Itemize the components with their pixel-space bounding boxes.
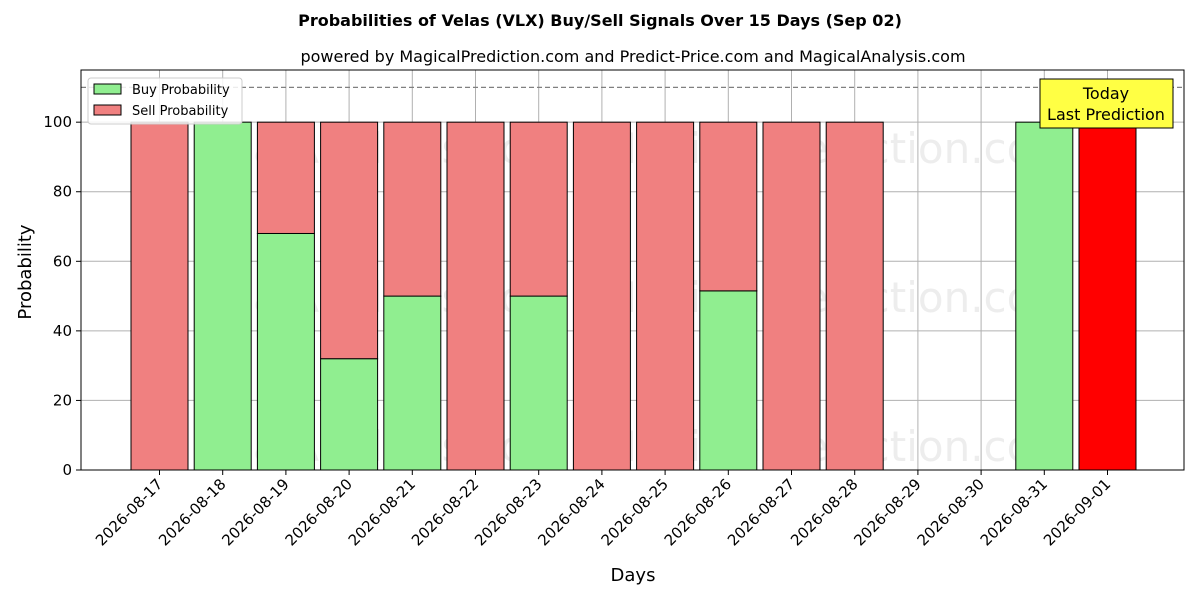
bar-sell-2026-08-19 xyxy=(256,121,315,234)
legend-sell-label: Sell Probability xyxy=(132,104,229,119)
today-annotation-line1: Today xyxy=(1082,84,1129,103)
legend-box xyxy=(87,77,243,125)
bar-sell-2026-08-27 xyxy=(762,121,821,471)
x-tick-label: 2026-08-25 xyxy=(598,475,672,549)
x-tick-label: 2026-08-22 xyxy=(408,475,482,549)
bar-sell-2026-08-24 xyxy=(572,121,631,471)
y-axis-ticks: 0 20 40 60 80 100 xyxy=(43,113,81,479)
bar-buy-2026-08-21 xyxy=(383,295,442,471)
legend: Buy Probability Sell Probability xyxy=(87,77,243,125)
x-tick-label: 2026-08-20 xyxy=(282,475,356,549)
today-annotation: Today Last Prediction xyxy=(1039,78,1174,129)
bar-sell-2026-08-22 xyxy=(446,121,505,471)
legend-buy-label: Buy Probability xyxy=(132,83,230,98)
y-tick-label: 0 xyxy=(62,461,72,479)
x-axis-label: Days xyxy=(611,565,656,586)
x-tick-label: 2026-08-21 xyxy=(345,475,419,549)
bar-buy-2026-08-26 xyxy=(699,290,758,471)
y-tick-label: 40 xyxy=(53,322,72,340)
bar-layer xyxy=(130,121,1137,471)
bar-sell-2026-08-28 xyxy=(825,121,884,471)
bar-buy-2026-08-18 xyxy=(193,121,252,471)
legend-buy-swatch xyxy=(93,83,122,95)
y-tick-label: 100 xyxy=(43,113,72,131)
x-tick-label: 2026-09-01 xyxy=(1040,475,1114,549)
bar-buy-2026-08-23 xyxy=(509,295,568,471)
y-tick-label: 60 xyxy=(53,252,72,270)
y-tick-label: 20 xyxy=(53,391,72,409)
x-tick-label: 2026-08-28 xyxy=(787,475,861,549)
y-axis-label: Probability xyxy=(15,224,36,319)
x-tick-label: 2026-08-26 xyxy=(661,475,735,549)
chart-subtitle: powered by MagicalPrediction.com and Pre… xyxy=(300,47,965,66)
chart-title: Probabilities of Velas (VLX) Buy/Sell Si… xyxy=(298,11,902,30)
bar-sell-2026-08-25 xyxy=(636,121,695,471)
bar-sell-2026-08-20 xyxy=(320,121,379,360)
bar-buy-2026-08-31 xyxy=(1015,121,1074,471)
y-tick-label: 80 xyxy=(53,183,72,201)
bar-sell-2026-08-21 xyxy=(383,121,442,297)
x-tick-label: 2026-08-29 xyxy=(850,475,924,549)
x-axis-ticks: 2026-08-172026-08-182026-08-192026-08-20… xyxy=(92,470,1114,549)
bar-buy-2026-08-20 xyxy=(320,358,379,471)
x-tick-label: 2026-08-18 xyxy=(155,475,229,549)
x-tick-label: 2026-08-24 xyxy=(534,475,608,549)
today-annotation-box xyxy=(1039,78,1174,129)
plot-frame xyxy=(80,69,1185,471)
x-tick-label: 2026-08-23 xyxy=(471,475,545,549)
today-annotation-line2: Last Prediction xyxy=(1047,105,1165,124)
bar-sell-2026-08-23 xyxy=(509,121,568,297)
x-tick-label: 2026-08-19 xyxy=(218,475,292,549)
bar-sell-2026-08-17 xyxy=(130,121,189,471)
bar-buy-2026-08-19 xyxy=(256,232,315,471)
legend-sell-swatch xyxy=(93,104,122,116)
x-tick-label: 2026-08-27 xyxy=(724,475,798,549)
x-tick-label: 2026-08-17 xyxy=(92,475,166,549)
bar-sell-2026-09-01 xyxy=(1078,121,1137,471)
bar-sell-2026-08-26 xyxy=(699,121,758,292)
x-tick-label: 2026-08-30 xyxy=(914,475,988,549)
x-tick-label: 2026-08-31 xyxy=(977,475,1051,549)
